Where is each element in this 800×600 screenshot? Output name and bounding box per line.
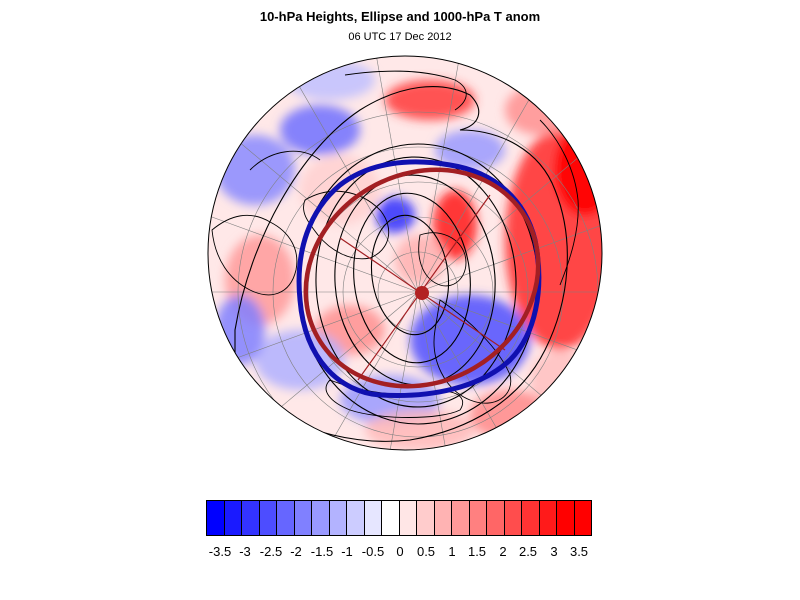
colorbar-swatch	[347, 501, 365, 535]
lat-lon-grid	[208, 56, 602, 450]
colorbar-tick-label: -2	[290, 544, 302, 559]
colorbar-swatch	[207, 501, 225, 535]
anomaly-region	[385, 80, 475, 120]
colorbar-swatch	[574, 501, 591, 535]
colorbar-swatch	[487, 501, 505, 535]
colorbar-swatch	[312, 501, 330, 535]
colorbar-tick-label: -0.5	[361, 544, 385, 559]
map-disk	[208, 56, 602, 450]
height-contour	[315, 156, 517, 408]
meridian	[417, 291, 602, 450]
colorbar	[206, 500, 592, 536]
figure-title: 10-hPa Heights, Ellipse and 1000-hPa T a…	[259, 9, 541, 24]
meridian	[417, 182, 602, 293]
height-contour	[370, 214, 450, 336]
anomaly-region	[555, 125, 602, 215]
coastline	[249, 150, 321, 171]
colorbar-swatch	[504, 501, 522, 535]
meridian	[362, 56, 419, 293]
map-border	[207, 55, 603, 451]
meridian	[417, 56, 474, 293]
colorbar-swatch	[259, 501, 277, 535]
coastline	[539, 119, 579, 286]
colorbar-tick-label: -1.5	[310, 544, 334, 559]
colorbar-swatch	[329, 501, 347, 535]
coastline	[211, 214, 298, 296]
meridian	[257, 291, 419, 450]
colorbar-swatch	[364, 501, 382, 535]
fitted-ellipse	[303, 167, 541, 389]
anomaly-region	[285, 60, 375, 100]
colorbar-swatch	[224, 501, 242, 535]
colorbar-swatch	[417, 501, 435, 535]
meridian	[208, 291, 419, 402]
height-contour	[353, 192, 471, 364]
colorbar-tick-label: 2	[499, 544, 507, 559]
vortex-overlay	[296, 159, 542, 398]
anomaly-region	[215, 135, 295, 205]
colorbar-tick-label: 3	[550, 544, 558, 559]
colorbar-tick-label: 0	[396, 544, 404, 559]
colorbar-swatch	[294, 501, 312, 535]
colorbar-tick-label: -1	[341, 544, 353, 559]
colorbar-swatch	[382, 501, 400, 535]
colorbar-tick-label: -2.5	[259, 544, 283, 559]
coastline	[344, 70, 467, 111]
meridian	[417, 86, 602, 293]
colorbar-swatch	[522, 501, 540, 535]
colorbar-tick-label: 1.5	[467, 544, 487, 559]
anomaly-region	[530, 350, 590, 410]
colorbar-tick-label: 2.5	[518, 544, 538, 559]
colorbar-swatch	[277, 501, 295, 535]
colorbar-tick-label: -3.5	[208, 544, 232, 559]
coastline	[418, 232, 467, 287]
colorbar-tick-label: 0.5	[416, 544, 436, 559]
colorbar-tick-label: -3	[239, 544, 251, 559]
colorbar-tick-labels: -3.5 -3 -2.5 -2 -1.5 -1 -0.5 0 0.5 1 1.5 2 2.5 3 3.5	[0, 544, 800, 564]
meridian	[208, 291, 419, 450]
colorbar-tick-label: 3.5	[569, 544, 589, 559]
anomaly-region	[435, 130, 505, 170]
anomaly-region	[280, 105, 360, 155]
colorbar-tick-label: 1	[448, 544, 456, 559]
meridian	[208, 182, 419, 293]
figure-subtitle: 06 UTC 17 Dec 2012	[348, 31, 452, 43]
colorbar-swatch	[399, 501, 417, 535]
colorbar-swatch	[469, 501, 487, 535]
ellipse-centroid-marker	[415, 286, 429, 300]
colorbar-swatch	[434, 501, 452, 535]
colorbar-swatch	[242, 501, 260, 535]
height-contour	[234, 86, 568, 442]
colorbar-swatch	[452, 501, 470, 535]
colorbar-swatch	[539, 501, 557, 535]
colorbar-swatch	[557, 501, 575, 535]
